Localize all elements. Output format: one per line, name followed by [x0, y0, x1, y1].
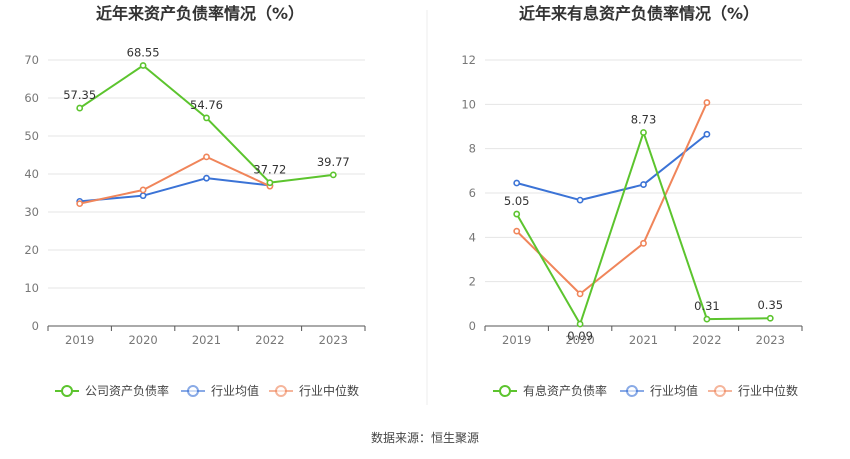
- data-point: [203, 153, 210, 161]
- y-tick-label: 8: [469, 142, 476, 156]
- debt-ratio-chart: 近年来资产负债率情况（%） 0 10 20 30 40 50 60 70 2019 2020 2021…: [24, 4, 366, 398]
- legend-label: 有息资产负债率: [523, 383, 607, 398]
- y-tick-label: 70: [24, 53, 39, 67]
- data-label: 57.35: [63, 88, 96, 102]
- x-tick-label: 2022: [692, 333, 721, 347]
- data-point: [703, 315, 711, 323]
- data-label: 54.76: [190, 98, 223, 112]
- data-label: 68.55: [127, 46, 160, 60]
- y-tick-label: 50: [24, 129, 39, 143]
- x-tick-label: 2023: [756, 333, 785, 347]
- legend-label: 行业均值: [650, 383, 698, 398]
- legend-item[interactable]: 公司资产负债率: [55, 383, 169, 398]
- data-point: [576, 320, 584, 328]
- x-tick-label: 2020: [565, 333, 594, 347]
- data-label: 37.72: [253, 163, 286, 177]
- y-tick-label: 10: [461, 97, 476, 111]
- legend-marker: [61, 385, 73, 397]
- series-line: [515, 102, 708, 295]
- data-point: [576, 196, 584, 204]
- data-point: [703, 130, 711, 138]
- data-label: 8.73: [631, 112, 657, 126]
- data-point: [640, 181, 647, 188]
- legend-label: 行业中位数: [299, 383, 359, 398]
- legend-label: 行业中位数: [738, 383, 798, 398]
- data-point: [703, 99, 711, 106]
- legend-item[interactable]: 行业均值: [620, 383, 698, 398]
- legend-marker: [499, 385, 511, 397]
- y-tick-label: 40: [24, 167, 39, 181]
- x-tick-label: 2021: [192, 333, 221, 347]
- data-source-note: 数据来源：恒生聚源: [371, 430, 479, 445]
- data-label: 5.05: [504, 194, 530, 208]
- y-tick-label: 0: [469, 319, 476, 333]
- series-line: [79, 155, 271, 205]
- x-tick-label: 2021: [629, 333, 658, 347]
- legend-marker: [187, 385, 199, 397]
- data-point: [766, 314, 774, 322]
- y-tick-label: 30: [24, 205, 39, 219]
- x-tick-label: 2019: [65, 333, 94, 347]
- legend-marker: [275, 385, 287, 397]
- y-tick-label: 4: [469, 230, 476, 244]
- data-point: [513, 227, 521, 235]
- legend-marker: [626, 385, 638, 397]
- y-tick-label: 2: [469, 275, 476, 289]
- data-point: [139, 192, 147, 200]
- x-tick-label: 2022: [255, 333, 284, 347]
- series-line: [79, 177, 271, 203]
- data-point: [513, 210, 521, 218]
- chart-title: 近年来资产负债率情况（%）: [96, 4, 304, 23]
- data-point: [640, 129, 647, 136]
- data-point: [76, 104, 84, 112]
- series-line: [515, 131, 771, 326]
- data-point: [139, 62, 147, 69]
- data-point: [76, 200, 84, 208]
- y-tick-label: 6: [469, 186, 476, 200]
- data-point: [513, 179, 521, 187]
- legend-label: 行业均值: [211, 383, 259, 398]
- data-point: [266, 179, 274, 187]
- y-tick-label: 0: [32, 319, 39, 333]
- data-label: 39.77: [317, 155, 350, 169]
- data-point: [329, 171, 337, 179]
- series-line: [79, 64, 334, 184]
- legend-label: 公司资产负债率: [85, 383, 169, 398]
- chart-title: 近年来有息资产负债率情况（%）: [519, 4, 759, 23]
- y-tick-label: 20: [24, 243, 39, 257]
- legend-item[interactable]: 有息资产负债率: [493, 383, 607, 398]
- legend-item[interactable]: 行业均值: [181, 383, 259, 398]
- legend-marker: [714, 385, 726, 397]
- y-tick-label: 12: [461, 53, 476, 67]
- x-tick-label: 2020: [128, 333, 157, 347]
- x-tick-label: 2023: [319, 333, 348, 347]
- legend-item[interactable]: 行业中位数: [269, 383, 359, 398]
- data-point: [203, 114, 210, 122]
- data-label: 0.35: [757, 298, 783, 312]
- data-label: 0.09: [567, 329, 593, 343]
- legend-item[interactable]: 行业中位数: [708, 383, 798, 398]
- data-point: [576, 290, 584, 298]
- y-tick-label: 60: [24, 91, 39, 105]
- data-point: [640, 239, 647, 247]
- data-point: [139, 186, 147, 194]
- series-line: [516, 133, 708, 202]
- data-label: 0.31: [694, 299, 720, 313]
- y-tick-label: 10: [24, 281, 39, 295]
- interest-debt-ratio-chart: 近年来有息资产负债率情况（%） 0 2 4 6 8 10 12 2019 2020 2021 2022…: [461, 4, 803, 398]
- data-point: [203, 174, 210, 182]
- x-tick-label: 2019: [502, 333, 531, 347]
